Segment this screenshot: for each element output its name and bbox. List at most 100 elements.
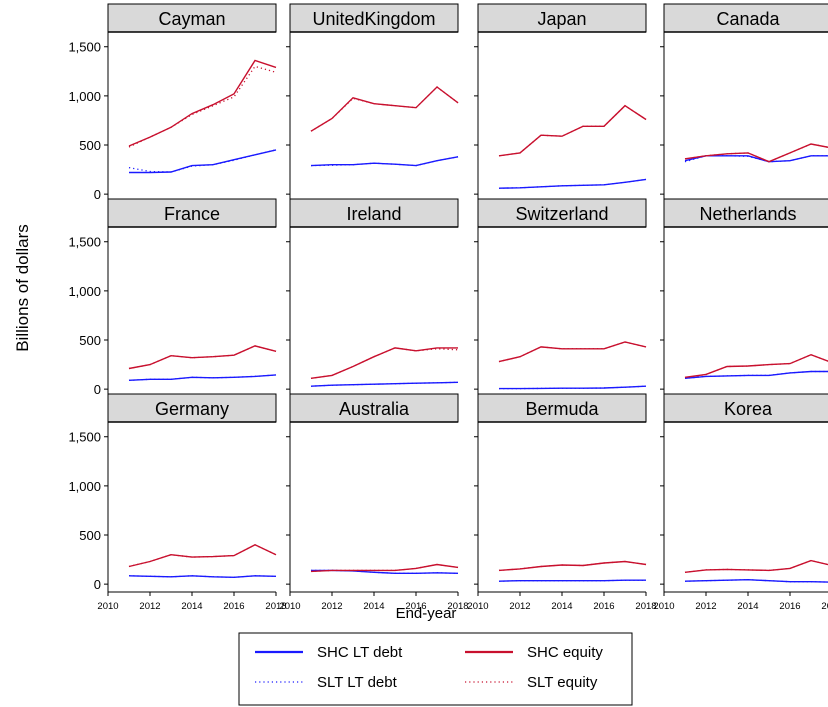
series-line-shc-debt	[128, 575, 277, 579]
y-tick-label: 0	[94, 382, 101, 397]
panel-canada: Canada	[660, 3, 828, 206]
legend-label: SLT LT debt	[317, 674, 398, 691]
y-tick-label: 1,000	[68, 479, 101, 494]
y-tick-label: 500	[79, 528, 101, 543]
x-tick-label: 2012	[321, 601, 342, 612]
panel-header	[107, 3, 277, 33]
panel-title: Korea	[724, 399, 773, 419]
x-tick-label: 2014	[181, 601, 202, 612]
panel-title: Japan	[537, 9, 586, 29]
panel-title: Germany	[155, 399, 229, 419]
panel-title: Cayman	[158, 9, 225, 29]
y-tick-label: 0	[94, 577, 101, 592]
panel-unitedkingdom: UnitedKingdom	[286, 3, 459, 206]
panel-australia: Australia 2010 2012 2014 2016 2018	[279, 393, 469, 612]
x-tick-label: 2014	[737, 601, 758, 612]
series-line-shc-debt	[498, 579, 646, 582]
legend-label: SHC equity	[527, 644, 603, 661]
panel-title: Switzerland	[515, 204, 608, 224]
panel-title: Canada	[716, 9, 780, 29]
panel-ireland: Ireland	[286, 198, 459, 401]
y-tick-label: 500	[79, 333, 101, 348]
panel-title: UnitedKingdom	[312, 9, 435, 29]
x-tick-label: 2010	[97, 601, 118, 612]
x-tick-label: 2014	[363, 601, 384, 612]
x-tick-label: 2012	[695, 601, 716, 612]
series-line-slt-equity	[498, 341, 647, 363]
x-tick-label: 2010	[279, 601, 300, 612]
panel-france: France 0 500 1,000 1,500	[68, 198, 277, 401]
series-line-slt-debt	[498, 178, 647, 189]
panel-header	[289, 3, 459, 33]
series-line-shc-equity	[498, 560, 647, 572]
x-tick-label: 2016	[779, 601, 800, 612]
series-line-shc-debt	[499, 385, 647, 390]
series-line-slt-equity	[310, 86, 459, 132]
x-tick-label: 2018	[635, 601, 656, 612]
series-line-shc-equity	[310, 563, 459, 573]
series-line-shc-equity	[684, 353, 828, 378]
series-line-shc-debt	[129, 149, 277, 174]
panel-header	[663, 198, 828, 228]
series-line-shc-equity	[684, 143, 828, 163]
series-line-shc-equity	[498, 341, 647, 363]
y-tick-label: 1,500	[68, 235, 101, 250]
x-tick-label: 2012	[139, 601, 160, 612]
series-line-shc-debt	[310, 156, 459, 167]
panel-cayman: Cayman 0 500 1,000 1,500	[68, 3, 277, 206]
series-line-slt-equity	[684, 143, 828, 163]
panel-title: Ireland	[346, 204, 401, 224]
panel-title: Bermuda	[525, 399, 599, 419]
panel-header	[477, 393, 647, 423]
panel-title: Netherlands	[699, 204, 796, 224]
x-tick-label: 2010	[653, 601, 674, 612]
x-tick-label: 2018	[821, 601, 828, 612]
panel-korea: Korea 2010 2012 2014 2016 2018	[653, 393, 828, 612]
x-tick-label: 2016	[223, 601, 244, 612]
y-tick-label: 1,000	[68, 284, 101, 299]
y-tick-label: 1,500	[68, 40, 101, 55]
series-line-slt-debt	[128, 149, 277, 173]
legend-label: SHC LT debt	[317, 644, 403, 661]
series-line-shc-equity	[128, 59, 277, 147]
panel-title: Australia	[339, 399, 410, 419]
series-line-shc-equity	[310, 347, 458, 379]
legend-label: SLT equity	[527, 674, 598, 691]
series-line-shc-debt	[310, 381, 459, 387]
panel-header	[477, 198, 647, 228]
series-line-shc-debt	[128, 374, 277, 381]
legend: SHC LT debt SLT LT debt SHC equity SLT equi…	[238, 632, 633, 706]
x-tick-label: 2010	[467, 601, 488, 612]
series-line-shc-equity	[684, 559, 828, 573]
series-line-shc-debt	[684, 578, 828, 583]
panel-header	[289, 198, 459, 228]
series-line-shc-equity	[128, 345, 277, 370]
y-tick-label: 1,500	[68, 430, 101, 445]
y-axis-title: Billions of dollars	[13, 224, 32, 352]
panel-header	[477, 3, 647, 33]
series-line-shc-equity	[498, 104, 647, 157]
x-tick-label: 2012	[509, 601, 530, 612]
panel-switzerland: Switzerland	[474, 198, 647, 401]
series-line-shc-equity	[310, 86, 459, 132]
y-tick-label: 1,000	[68, 89, 101, 104]
series-line-shc-debt	[498, 178, 647, 189]
panel-header	[289, 393, 459, 423]
y-tick-label: 0	[94, 187, 101, 202]
x-tick-label: 2018	[447, 601, 468, 612]
series-line-slt-equity	[128, 65, 277, 148]
x-tick-label: 2016	[593, 601, 614, 612]
panel-bermuda: Bermuda 2010 2012 2014 2016 2018	[467, 393, 657, 612]
series-line-shc-equity	[128, 544, 277, 568]
panels-grid: Cayman 0 500 1,000 1,500 UnitedKingdom Japan Ca…	[68, 3, 828, 612]
y-tick-label: 500	[79, 138, 101, 153]
panel-japan: Japan	[474, 3, 647, 206]
panel-title: France	[164, 204, 220, 224]
x-tick-label: 2018	[265, 601, 286, 612]
panel-header	[663, 3, 828, 33]
panel-header	[107, 198, 277, 228]
series-line-shc-debt	[684, 370, 828, 379]
panel-germany: Germany 0 500 1,000 1,500 2010 2012 2014 2016 201…	[68, 393, 287, 612]
legend-box	[238, 632, 633, 706]
